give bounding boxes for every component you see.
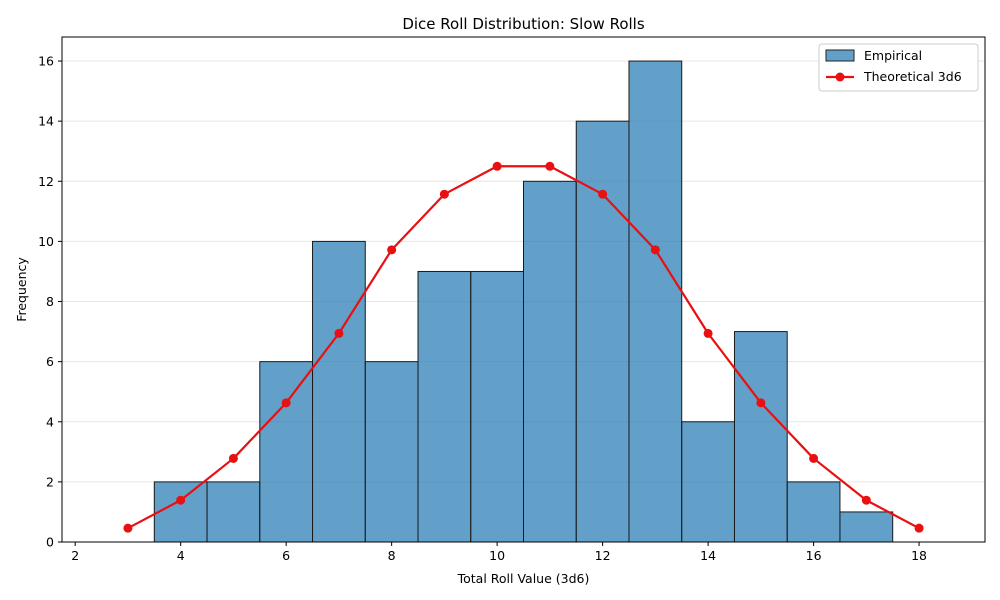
theoretical-point-10 [492, 161, 502, 171]
theoretical-point-16 [809, 453, 819, 463]
theoretical-point-4 [176, 495, 186, 505]
line-layer [123, 161, 924, 533]
bars-layer [101, 60, 946, 543]
y-tick-label: 16 [38, 54, 54, 69]
x-tick-label: 2 [71, 548, 79, 563]
legend-box [818, 43, 979, 92]
bar-9 [417, 270, 472, 543]
y-tick-label: 12 [38, 174, 54, 189]
y-tick-label: 2 [46, 474, 54, 489]
bar-6 [259, 361, 314, 543]
bar-17 [839, 511, 894, 543]
bar-4 [153, 481, 208, 543]
bar-16 [786, 481, 841, 543]
y-tick-label: 14 [38, 114, 54, 129]
theoretical-point-17 [861, 495, 871, 505]
x-ticks: 2 4 6 8 10 12 14 16 18 [71, 542, 927, 563]
theoretical-point-5 [228, 453, 238, 463]
y-axis-label: Frequency [14, 257, 29, 322]
y-tick-label: 8 [46, 294, 54, 309]
x-tick-label: 12 [595, 548, 611, 563]
bar-10 [470, 270, 524, 543]
legend: Empirical Theoretical 3d6 [818, 43, 979, 92]
y-tick-label: 4 [46, 414, 54, 429]
theoretical-line [127, 165, 920, 530]
x-tick-label: 16 [806, 548, 822, 563]
y-ticks: 0 2 4 6 8 10 12 14 16 [38, 54, 62, 550]
theoretical-point-15 [756, 398, 766, 408]
theoretical-point-8 [387, 245, 397, 255]
x-tick-label: 4 [177, 548, 185, 563]
y-tick-label: 10 [38, 234, 54, 249]
legend-theoretical-marker [835, 72, 845, 82]
legend-empirical-swatch [825, 49, 855, 62]
x-tick-label: 10 [489, 548, 505, 563]
x-tick-label: 6 [282, 548, 290, 563]
bar-15 [733, 331, 788, 543]
x-tick-label: 14 [700, 548, 716, 563]
bar-11 [523, 180, 577, 543]
y-tick-label: 6 [46, 354, 54, 369]
bar-8 [364, 361, 419, 543]
theoretical-point-18 [914, 523, 924, 533]
theoretical-point-6 [281, 398, 291, 408]
theoretical-point-12 [598, 189, 608, 199]
theoretical-point-14 [703, 328, 713, 338]
x-axis-label: Total Roll Value (3d6) [457, 571, 590, 586]
theoretical-point-13 [650, 245, 660, 255]
theoretical-point-7 [334, 328, 344, 338]
theoretical-point-9 [439, 189, 449, 199]
y-tick-label: 0 [46, 535, 54, 550]
legend-empirical-label: Empirical [864, 48, 922, 63]
x-tick-label: 18 [911, 548, 927, 563]
bar-14 [681, 421, 735, 543]
axes-frame [61, 36, 986, 543]
bar-5 [206, 481, 261, 543]
theoretical-point-3 [123, 523, 133, 533]
bar-13 [628, 60, 683, 543]
legend-theoretical-label: Theoretical 3d6 [863, 69, 962, 84]
x-tick-label: 8 [388, 548, 396, 563]
theoretical-point-11 [545, 161, 555, 171]
bar-7 [312, 240, 366, 543]
chart-title: Dice Roll Distribution: Slow Rolls [402, 15, 644, 33]
